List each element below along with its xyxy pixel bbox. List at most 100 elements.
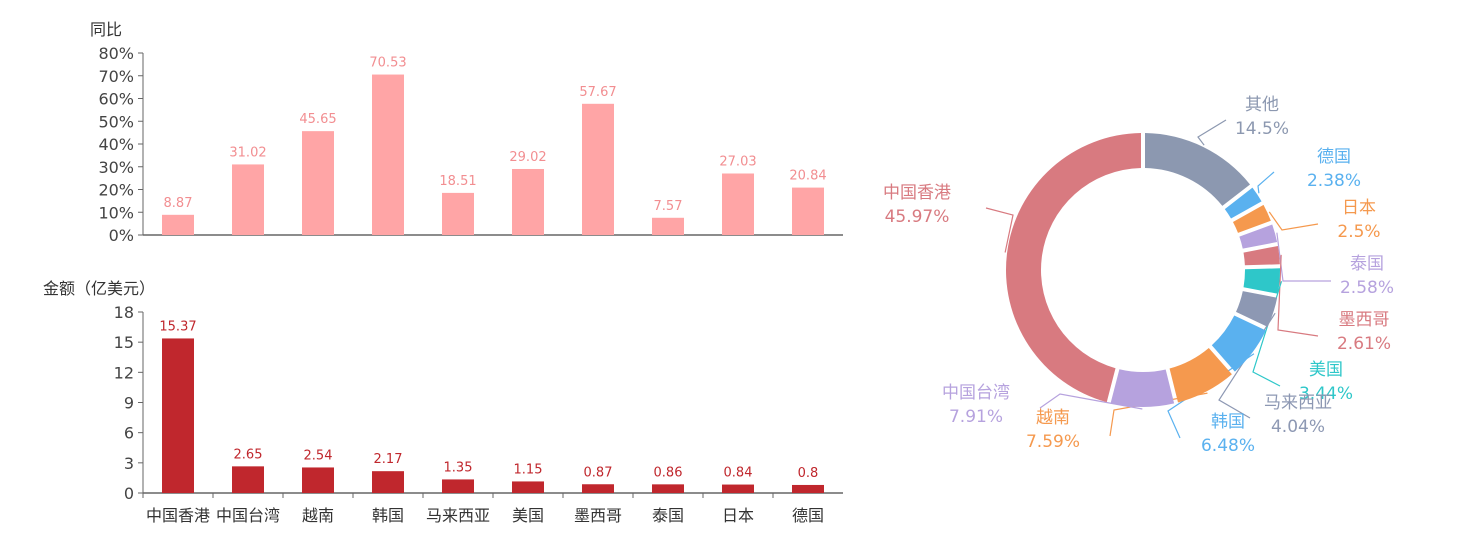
slice-name: 德国 (1317, 147, 1351, 167)
data-label: 15.37 (159, 319, 196, 334)
bar-越南 (302, 131, 334, 235)
slice-percent: 4.04% (1271, 417, 1325, 437)
slice-name: 马来西亚 (1264, 393, 1332, 413)
donut-slice-中国台湾 (1110, 369, 1175, 407)
slice-name: 中国台湾 (942, 383, 1010, 403)
y-tick-label: 6 (124, 424, 134, 443)
x-tick-label: 中国香港 (146, 506, 210, 525)
donut-slice-泰国 (1239, 224, 1278, 249)
data-label: 27.03 (719, 155, 756, 170)
data-label: 8.87 (164, 196, 193, 211)
data-label: 1.15 (514, 462, 543, 477)
leader-line (1277, 254, 1319, 337)
bar-德国 (792, 484, 824, 493)
slice-name: 韩国 (1211, 412, 1245, 432)
slice-percent: 2.61% (1337, 334, 1391, 354)
y-tick-label: 0% (109, 226, 134, 245)
slice-name: 中国香港 (883, 183, 951, 203)
amount-bar-chart: 金额（亿美元） 0 3 6 9 12 15 18 15.37 中国香港 2.65 中国台湾 2.54 越南… (43, 279, 843, 525)
x-tick-label: 越南 (302, 506, 334, 525)
bar-中国台湾 (232, 466, 264, 493)
donut-slice-美国 (1243, 268, 1280, 294)
y-tick-label: 50% (98, 112, 134, 131)
donut-slice-墨西哥 (1243, 245, 1280, 266)
bar-墨西哥 (582, 103, 614, 235)
slice-name: 墨西哥 (1339, 310, 1390, 330)
x-tick-label: 泰国 (652, 506, 684, 525)
bar-泰国 (652, 484, 684, 493)
leader-line (1276, 232, 1331, 282)
y-tick-label: 18 (114, 303, 134, 322)
donut-slice-马来西亚 (1235, 291, 1278, 327)
data-label: 31.02 (229, 145, 266, 160)
bar-日本 (722, 173, 754, 235)
bar-中国台湾 (232, 164, 264, 235)
y-tick-label: 80% (98, 44, 134, 63)
x-tick-label: 中国台湾 (216, 506, 280, 525)
x-tick-label: 德国 (792, 506, 824, 525)
y-tick-label: 15 (114, 333, 134, 352)
y-axis-title: 同比 (90, 20, 122, 39)
slice-percent: 45.97% (885, 207, 950, 227)
leader-line (1039, 393, 1143, 410)
slice-name: 日本 (1342, 198, 1376, 218)
data-label: 2.65 (234, 447, 263, 462)
y-tick-label: 12 (114, 363, 134, 382)
bar-日本 (722, 484, 754, 493)
slice-name: 美国 (1309, 360, 1343, 380)
y-tick-label: 30% (98, 158, 134, 177)
data-label: 29.02 (509, 150, 546, 165)
y-tick-label: 3 (124, 454, 134, 473)
bar-韩国 (372, 74, 404, 235)
bar-中国香港 (162, 338, 194, 493)
slice-name: 越南 (1036, 408, 1070, 428)
y-axis-title: 金额（亿美元） (43, 279, 155, 298)
leader-line (1268, 211, 1319, 231)
data-label: 18.51 (439, 174, 476, 189)
bar-美国 (512, 168, 544, 235)
bar-马来西亚 (442, 479, 474, 493)
share-donut-chart: 其他 14.5% 德国 2.38% 日本 2.5% 泰国 2.58% 墨西哥 2.61% 美国 3.4… (883, 95, 1394, 456)
leader-line (1197, 119, 1227, 146)
y-tick-label: 9 (124, 394, 134, 413)
x-tick-label: 日本 (722, 506, 754, 525)
donut-slice-韩国 (1211, 315, 1266, 372)
y-tick-label: 60% (98, 90, 134, 109)
y-tick-label: 10% (98, 203, 134, 222)
bar-墨西哥 (582, 484, 614, 493)
slice-percent: 2.58% (1340, 278, 1394, 298)
data-label: 0.86 (654, 465, 683, 480)
slice-percent: 2.38% (1307, 171, 1361, 191)
slice-percent: 14.5% (1235, 119, 1289, 139)
x-tick-label: 马来西亚 (426, 506, 490, 525)
leader-line (985, 207, 1014, 253)
data-label: 7.57 (654, 199, 683, 214)
y-tick-label: 20% (98, 181, 134, 200)
leader-line (1257, 171, 1275, 194)
bar-中国香港 (162, 214, 194, 235)
data-label: 0.8 (798, 466, 819, 481)
data-label: 0.87 (584, 465, 613, 480)
slice-name: 其他 (1245, 95, 1279, 115)
bar-越南 (302, 467, 334, 493)
x-tick-label: 美国 (512, 506, 544, 525)
donut-slice-越南 (1169, 347, 1232, 403)
donut-slice-其他 (1144, 133, 1251, 206)
y-tick-label: 0 (124, 484, 134, 503)
bar-马来西亚 (442, 192, 474, 235)
data-label: 70.53 (369, 56, 406, 71)
donut-slice-中国香港 (1006, 133, 1142, 403)
y-tick-label: 70% (98, 67, 134, 86)
slice-percent: 7.91% (949, 407, 1003, 427)
slice-percent: 7.59% (1026, 432, 1080, 452)
bar-泰国 (652, 217, 684, 235)
donut-slice-日本 (1232, 204, 1271, 233)
slice-percent: 3.44% (1299, 384, 1353, 404)
x-tick-label: 墨西哥 (574, 506, 622, 525)
data-label: 2.17 (374, 452, 403, 467)
data-label: 45.65 (299, 112, 336, 127)
y-tick-label: 40% (98, 135, 134, 154)
x-tick-label: 韩国 (372, 506, 404, 525)
data-label: 20.84 (789, 169, 826, 184)
